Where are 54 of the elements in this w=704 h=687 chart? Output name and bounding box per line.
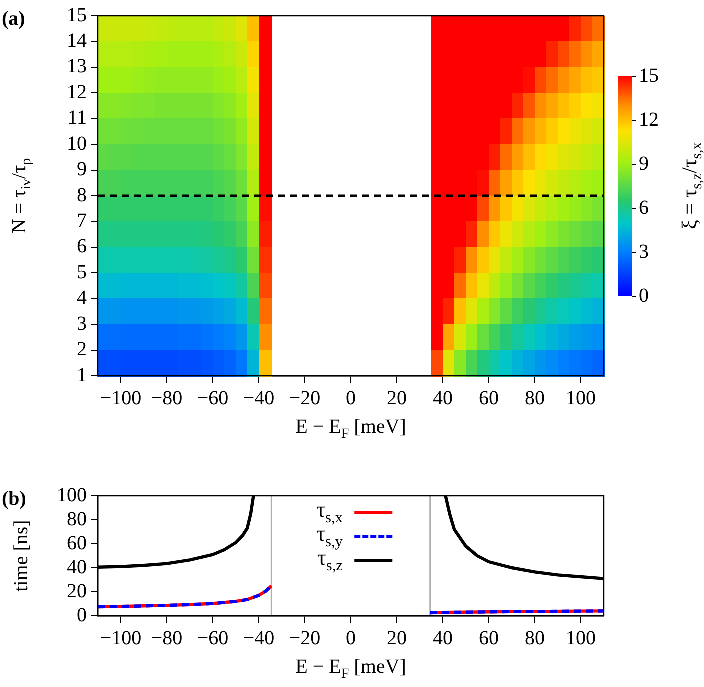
color-bar-label: 15 — [639, 65, 659, 87]
y-tick-label: 40 — [67, 556, 87, 578]
x-tick-label: −100 — [100, 387, 142, 410]
y-tick-label: 15 — [67, 4, 87, 26]
x-tick-label: 0 — [346, 387, 356, 410]
y-tick-label: 1 — [77, 364, 87, 386]
x-tick-label: 40 — [433, 627, 453, 650]
y-axis-title: time [ns] — [10, 520, 34, 592]
x-tick-label: −100 — [100, 627, 142, 650]
y-tick-label: 5 — [77, 261, 87, 284]
y-tick-label: 8 — [77, 184, 87, 206]
x-tick-label: −60 — [197, 627, 229, 650]
x-tick-label: −40 — [243, 387, 275, 410]
text: (a) — [2, 8, 26, 31]
x-tick-label: 80 — [525, 387, 545, 410]
y-tick-label: 80 — [67, 508, 87, 530]
x-tick-label: −40 — [243, 627, 275, 650]
y-tick-label: 0 — [77, 604, 87, 626]
y-tick-label: 3 — [77, 312, 87, 335]
y-tick-label: 2 — [77, 338, 87, 361]
y-tick-label: 20 — [67, 580, 87, 602]
x-tick-label: 80 — [525, 627, 545, 650]
color-bar-label: 12 — [639, 109, 659, 131]
color-bar-label: 3 — [639, 241, 649, 263]
x-tick-label: 0 — [346, 627, 356, 650]
y-tick-label: 7 — [77, 210, 87, 232]
y-tick-label: 100 — [57, 484, 87, 506]
x-tick-label: 60 — [479, 387, 499, 410]
x-tick-label: −60 — [197, 387, 229, 410]
y-tick-label: 11 — [68, 107, 87, 130]
y-tick-label: 4 — [77, 287, 87, 310]
x-axis-title: E − E$_{F}$ [meV] — [296, 656, 406, 683]
x-axis-title: E − E$_{F}$ [meV] — [296, 416, 406, 443]
x-tick-label: −20 — [289, 627, 321, 650]
y-tick-label: 6 — [77, 236, 87, 258]
color-bar-label: 0 — [639, 285, 649, 307]
x-tick-label: 100 — [566, 387, 596, 410]
x-tick-label: −80 — [151, 387, 183, 410]
x-tick-label: −20 — [289, 387, 321, 410]
y-tick-label: 14 — [67, 30, 87, 52]
color-bar-label: 9 — [639, 153, 649, 175]
x-tick-label: 20 — [387, 627, 407, 650]
x-tick-label: −80 — [151, 627, 183, 650]
y-tick-label: 60 — [67, 532, 87, 554]
x-tick-label: 60 — [479, 627, 499, 650]
y-tick-label: 13 — [67, 56, 87, 78]
text: (b) — [2, 488, 26, 511]
x-tick-label: 40 — [433, 387, 453, 410]
color-bar-label: 6 — [639, 197, 649, 219]
y-tick-label: 9 — [77, 158, 87, 181]
x-tick-label: 20 — [387, 387, 407, 410]
x-tick-label: 100 — [566, 627, 596, 650]
y-tick-label: 10 — [67, 132, 87, 155]
y-tick-label: 12 — [67, 81, 87, 104]
